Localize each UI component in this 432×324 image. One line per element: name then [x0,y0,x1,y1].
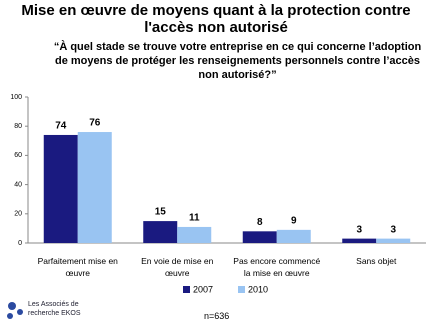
legend-swatch [183,286,190,293]
bar [143,221,178,243]
value-label: 3 [390,224,396,235]
legend-label: 2007 [193,284,213,294]
value-label: 3 [356,224,362,235]
x-tick-label: En voie de mise en œuvre [141,256,214,278]
legend-label: 2010 [248,284,268,294]
x-tick-label: Sans objet [356,256,397,266]
value-label: 15 [155,207,167,218]
y-tick-label: 0 [18,240,22,247]
logo-icon [7,302,23,319]
y-tick-label: 80 [14,123,22,130]
bar [77,132,112,243]
bar [376,238,411,243]
logo-text: Les Associés de recherche EKOS [28,301,81,317]
y-tick-label: 60 [14,152,22,159]
bar [276,229,311,243]
value-label: 76 [89,118,101,129]
value-label: 9 [291,216,297,227]
bar [242,231,277,243]
y-tick-label: 20 [14,211,22,218]
bar [342,238,377,243]
x-tick-label: Pas encore commencé la mise en œuvre [233,256,321,278]
chart-title: Mise en œuvre de moyens quant à la prote… [21,2,411,36]
value-label: 74 [55,121,67,132]
sample-note: n=636 [204,311,230,321]
legend-swatch [238,286,245,293]
y-tick-label: 100 [10,94,22,101]
y-tick-label: 40 [14,181,22,188]
chart-subtitle: “À quel stade se trouve votre entreprise… [53,41,422,81]
bar [43,134,78,243]
value-label: 11 [189,213,200,224]
bar [177,226,212,243]
value-label: 8 [257,217,263,228]
x-tick-label: Parfaitement mise en œuvre [37,256,118,278]
